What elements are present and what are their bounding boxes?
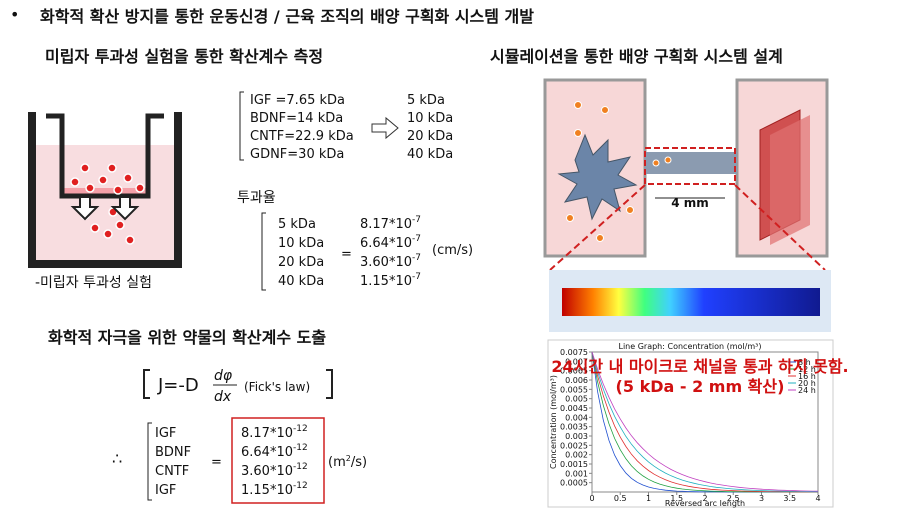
y-tick-label: 0.004	[565, 413, 588, 422]
therefore: ∴	[112, 449, 122, 468]
equation: dφ	[214, 368, 233, 384]
heading: 미립자 투과성 실험을 통한 확산계수 측정	[45, 47, 323, 66]
equals: =	[341, 247, 352, 262]
label: 투과율	[237, 190, 276, 206]
size: 5 kDa	[407, 93, 445, 108]
molecule: CNTF=22.9 kDa	[250, 129, 354, 144]
legend-label: 16 h	[798, 372, 816, 381]
equation: J=-D	[157, 375, 199, 396]
size: 10 kDa	[278, 236, 324, 251]
y-tick-label: 0.0075	[560, 348, 588, 357]
coefficient: 1.15*10-12	[241, 481, 308, 498]
y-tick-label: 0.003	[565, 432, 588, 441]
y-tick-label: 0.0005	[560, 479, 588, 488]
molecule: CNTF	[155, 464, 189, 479]
arrow	[371, 116, 399, 140]
curve	[591, 351, 818, 493]
y-tick-label: 0.007	[565, 357, 588, 366]
beaker	[28, 112, 182, 268]
x-tick-label: 1	[646, 494, 651, 503]
x-tick-label: 3	[759, 494, 764, 503]
x-tick-label: 4	[815, 494, 820, 503]
molecule: BDNF	[155, 445, 191, 460]
legend-label: 20 h	[798, 379, 816, 388]
legend-label: 8 h	[798, 358, 811, 367]
size: 5 kDa	[278, 217, 316, 232]
dimension-label: 4 mm	[671, 196, 709, 210]
molecule: IGF	[155, 483, 176, 498]
x-tick-label: 0	[589, 494, 594, 503]
molecule: BDNF=14 kDa	[250, 111, 343, 126]
coefficient: 6.64*10-12	[241, 443, 308, 460]
x-tick-label: 1.5	[670, 494, 683, 503]
y-tick-label: 0.001	[565, 469, 588, 478]
y-tick-label: 0.0035	[560, 423, 588, 432]
y-tick-label: 0.0055	[560, 385, 588, 394]
unit: (m2/s)	[328, 454, 367, 470]
heading: 시뮬레이션을 통한 배양 구획화 시스템 설계	[490, 47, 783, 66]
bracket	[143, 369, 333, 399]
permeability-value: 6.64*10-7	[360, 234, 421, 251]
result-text: (5 kDa - 2 mm 확산)	[616, 377, 785, 396]
y-tick-label: 0.002	[565, 451, 588, 460]
unit: (cm/s)	[432, 243, 473, 258]
x-tick-label: 0.5	[614, 494, 627, 503]
device	[543, 78, 829, 258]
y-tick-label: 0.0065	[560, 367, 588, 376]
curve	[591, 351, 819, 492]
x-tick-label: 3.5	[783, 494, 796, 503]
x-tick-label: 2	[702, 494, 707, 503]
permeability-value: 3.60*10-7	[360, 253, 421, 270]
molecule: GDNF=30 kDa	[250, 147, 344, 162]
size: 40 kDa	[278, 274, 324, 289]
x-tick-label: 2.5	[727, 494, 740, 503]
y-tick-label: 0.0015	[560, 460, 588, 469]
molecule: IGF =7.65 kDa	[250, 93, 345, 108]
equation-note: (Fick's law)	[244, 380, 310, 394]
equals: =	[211, 455, 222, 470]
permeability-value: 8.17*10-7	[360, 215, 421, 232]
result-text: 24시간 내 마이크로 채널을 통과 하지 못함.	[551, 357, 848, 376]
y-tick-label: 0.0045	[560, 404, 588, 413]
size: 40 kDa	[407, 147, 453, 162]
legend-label: 12 h	[798, 365, 816, 374]
highlight-box	[231, 417, 325, 504]
heading: 화학적 자극을 위한 약물의 확산계수 도출	[48, 328, 326, 347]
size: 20 kDa	[278, 255, 324, 270]
title: 화학적 확산 방지를 통한 운동신경 / 근육 조직의 배양 구획화 시스템 개…	[40, 7, 534, 26]
highlight-box	[644, 147, 736, 185]
coefficient: 8.17*10-12	[241, 424, 308, 441]
legend-label: 24 h	[798, 386, 816, 395]
bracket	[147, 422, 152, 501]
y-tick-label: 0.005	[565, 395, 588, 404]
coefficient: 3.60*10-12	[241, 462, 308, 479]
colormap	[562, 288, 820, 316]
curve	[591, 351, 818, 493]
bracket	[261, 212, 266, 291]
size: 10 kDa	[407, 111, 453, 126]
equation: dx	[214, 389, 232, 405]
x-axis-label: Reversed arc length	[665, 499, 745, 508]
caption: -미립자 투과성 실험	[35, 275, 152, 291]
permeability-value: 1.15*10-7	[360, 272, 421, 289]
zoom-lines	[549, 184, 826, 271]
y-tick-label: 0.0025	[560, 441, 588, 450]
bracket	[239, 91, 244, 161]
size: 20 kDa	[407, 129, 453, 144]
y-axis-label: Concentration (mol/m³)	[549, 375, 558, 469]
bullet: •	[10, 5, 19, 24]
molecule: IGF	[155, 426, 176, 441]
graph-title: Line Graph: Concentration (mol/m³)	[619, 342, 762, 351]
y-tick-label: 0.006	[565, 376, 588, 385]
